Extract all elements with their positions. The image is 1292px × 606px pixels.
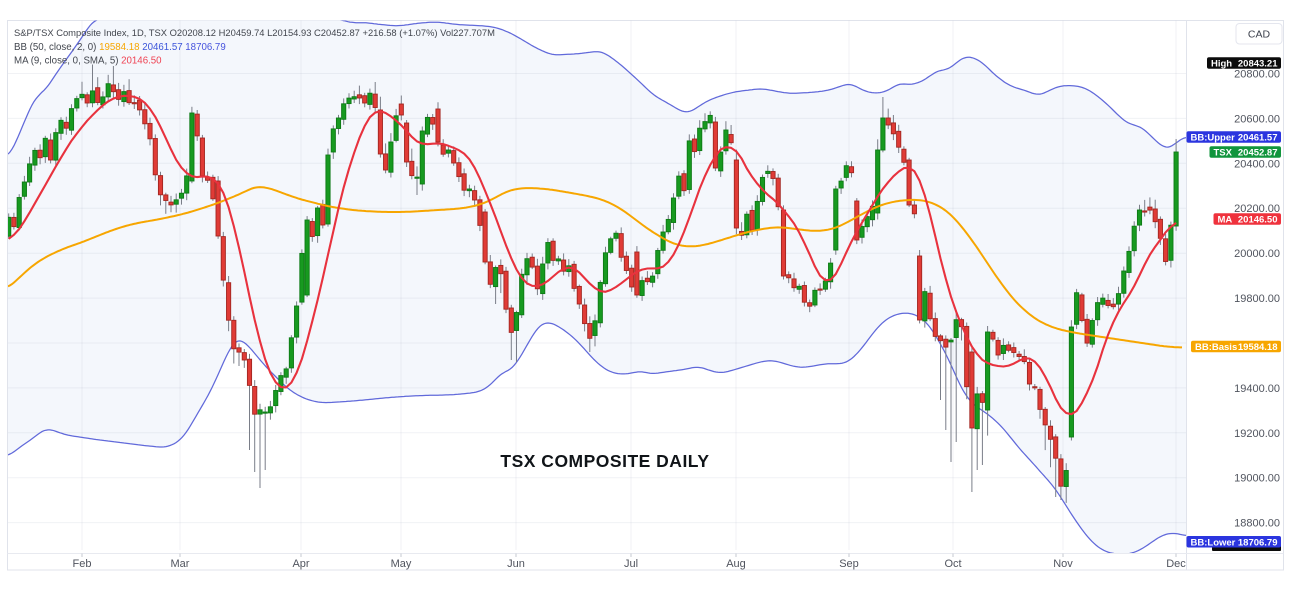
svg-text:May: May — [391, 558, 412, 570]
svg-text:Feb: Feb — [73, 558, 92, 570]
svg-text:19400.00: 19400.00 — [1234, 383, 1280, 395]
svg-text:BB:Lower: BB:Lower — [1191, 538, 1236, 549]
svg-text:Aug: Aug — [726, 558, 746, 570]
svg-text:20400.00: 20400.00 — [1234, 158, 1280, 170]
svg-text:19200.00: 19200.00 — [1234, 428, 1280, 440]
svg-text:CAD: CAD — [1248, 29, 1271, 41]
svg-text:Apr: Apr — [292, 558, 309, 570]
svg-text:20000.00: 20000.00 — [1234, 248, 1280, 260]
svg-text:BB (50, close, 2, 0) 19584.18: BB (50, close, 2, 0) 19584.18 20461.57 1… — [14, 42, 226, 53]
svg-text:Jun: Jun — [507, 558, 525, 570]
svg-text:MA: MA — [1218, 215, 1233, 226]
svg-text:19584.18: 19584.18 — [1238, 342, 1278, 353]
svg-text:BB:Upper: BB:Upper — [1191, 133, 1236, 144]
svg-text:20200.00: 20200.00 — [1234, 203, 1280, 215]
svg-text:Oct: Oct — [944, 558, 961, 570]
svg-text:High: High — [1211, 59, 1232, 70]
svg-text:20461.57: 20461.57 — [1238, 133, 1278, 144]
svg-text:S&P/TSX Composite Index, 1D, T: S&P/TSX Composite Index, 1D, TSX O20208.… — [14, 27, 495, 38]
svg-text:20600.00: 20600.00 — [1234, 113, 1280, 125]
svg-text:20800.00: 20800.00 — [1234, 69, 1280, 81]
svg-text:TSX: TSX — [1214, 148, 1233, 159]
svg-text:20452.87: 20452.87 — [1238, 148, 1278, 159]
svg-text:Mar: Mar — [171, 558, 190, 570]
svg-text:Jul: Jul — [624, 558, 638, 570]
svg-text:20146.50: 20146.50 — [1238, 215, 1278, 226]
svg-text:Nov: Nov — [1053, 558, 1073, 570]
svg-text:Dec: Dec — [1166, 558, 1186, 570]
svg-text:Sep: Sep — [839, 558, 859, 570]
svg-text:MA (9, close, 0, SMA, 5) 2014: MA (9, close, 0, SMA, 5) 20146.50 — [14, 56, 162, 67]
svg-text:18706.79: 18706.79 — [1238, 538, 1278, 549]
svg-text:19800.00: 19800.00 — [1234, 293, 1280, 305]
svg-text:20843.21: 20843.21 — [1238, 59, 1278, 70]
svg-text:BB:Basis: BB:Basis — [1195, 342, 1237, 353]
svg-text:19000.00: 19000.00 — [1234, 473, 1280, 485]
svg-text:TSX COMPOSITE DAILY: TSX COMPOSITE DAILY — [500, 451, 709, 471]
svg-text:18800.00: 18800.00 — [1234, 518, 1280, 530]
